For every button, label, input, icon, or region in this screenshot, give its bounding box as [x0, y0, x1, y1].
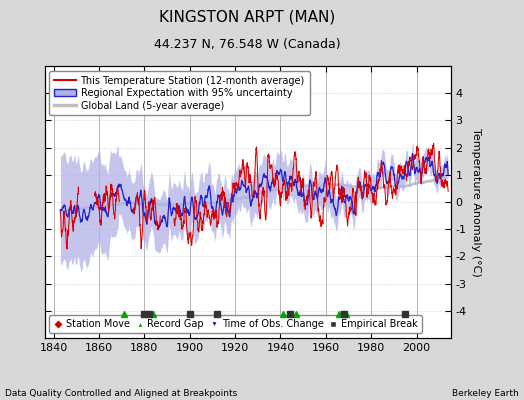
Text: Berkeley Earth: Berkeley Earth — [452, 389, 519, 398]
Text: Data Quality Controlled and Aligned at Breakpoints: Data Quality Controlled and Aligned at B… — [5, 389, 237, 398]
Legend: Station Move, Record Gap, Time of Obs. Change, Empirical Break: Station Move, Record Gap, Time of Obs. C… — [49, 315, 422, 333]
Text: 44.237 N, 76.548 W (Canada): 44.237 N, 76.548 W (Canada) — [154, 38, 341, 51]
Y-axis label: Temperature Anomaly (°C): Temperature Anomaly (°C) — [471, 128, 481, 276]
Text: KINGSTON ARPT (MAN): KINGSTON ARPT (MAN) — [159, 10, 336, 25]
